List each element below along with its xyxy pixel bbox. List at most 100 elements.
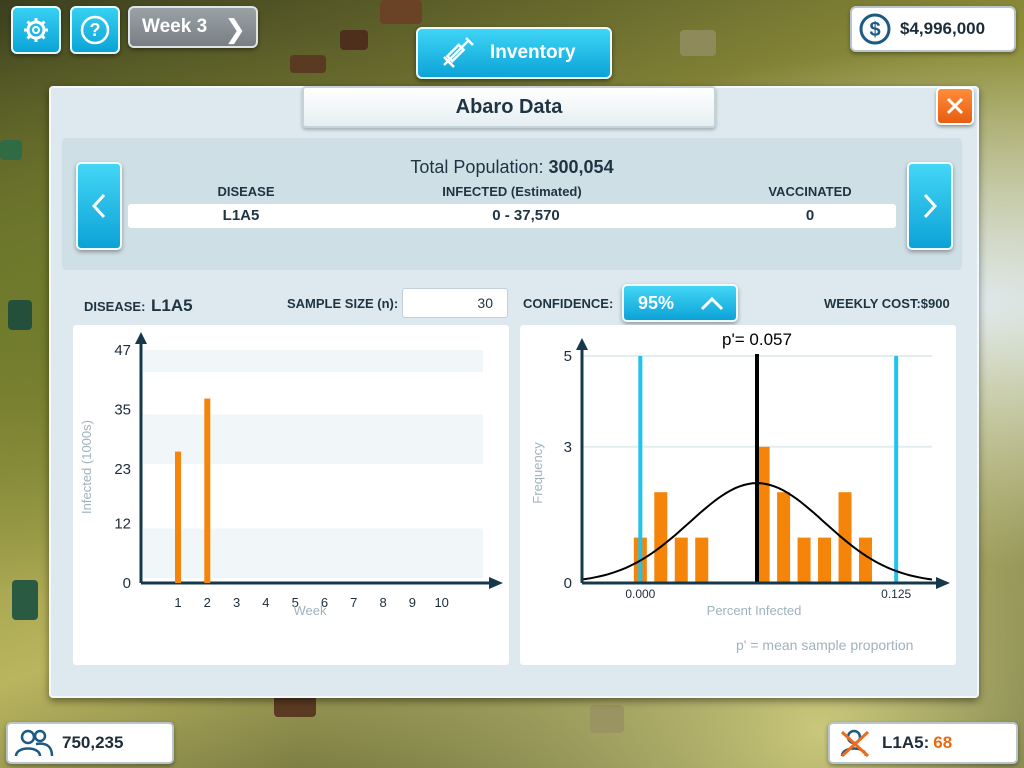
y-tick-label: 0 xyxy=(564,575,572,592)
y-axis-label: Frequency xyxy=(530,442,545,504)
help-button[interactable]: ? xyxy=(70,6,120,54)
x-tick-label: 1 xyxy=(174,595,181,610)
x-tick-label: 8 xyxy=(379,595,386,610)
x-tick-label: 2 xyxy=(204,595,211,610)
disease-count-display: L1A5: 68 xyxy=(828,722,1018,764)
footnote: p' = mean sample proportion xyxy=(736,637,914,653)
total-population-value: 300,054 xyxy=(548,157,614,177)
tree xyxy=(12,580,38,620)
sample-distribution-chart: p'= 0.057 0 3 5 0.000 0.125 Percent Infected Fr… xyxy=(520,325,956,665)
histogram-bar xyxy=(797,537,811,583)
total-population: Total Population: 300,054 xyxy=(62,157,962,178)
confidence-dropdown[interactable]: 95% xyxy=(622,284,738,322)
svg-text:?: ? xyxy=(90,20,101,40)
syringe-icon xyxy=(443,37,474,68)
population-display: 750,235 xyxy=(6,722,174,764)
y-axis-arrow xyxy=(135,332,147,344)
y-tick-label: 5 xyxy=(564,348,572,365)
histogram-bar xyxy=(858,537,872,583)
sample-size-value: 30 xyxy=(477,295,493,311)
sample-distribution-chart-svg: p'= 0.057 0 3 5 0.000 0.125 Percent Infected Fr… xyxy=(530,330,950,618)
settings-button[interactable] xyxy=(11,6,61,54)
confidence-label: CONFIDENCE: xyxy=(523,296,614,311)
x-tick-label: 7 xyxy=(350,595,357,610)
x-tick-label: 5 xyxy=(292,595,299,610)
people-icon xyxy=(14,729,54,757)
money-value: $4,996,000 xyxy=(900,19,986,38)
histogram-bar xyxy=(777,492,791,583)
house xyxy=(380,0,422,24)
previous-region-button[interactable] xyxy=(76,162,122,250)
y-tick-label: 35 xyxy=(114,401,131,418)
bar xyxy=(204,398,211,583)
y-axis-arrow xyxy=(576,338,588,350)
histogram-bar xyxy=(818,537,832,583)
money-display: $ $4,996,000 xyxy=(850,6,1016,52)
x-tick-label: 0.125 xyxy=(881,587,911,601)
tree xyxy=(8,300,32,330)
confidence-value: 95% xyxy=(638,293,675,313)
inventory-button[interactable]: Inventory xyxy=(416,27,612,79)
disease-label: DISEASE: L1A5 xyxy=(84,296,193,316)
y-tick-label: 23 xyxy=(114,461,131,478)
chevron-up-icon xyxy=(700,296,724,311)
x-axis-arrow xyxy=(489,577,503,589)
column-header-vaccinated: VACCINATED xyxy=(768,184,852,199)
tree xyxy=(0,140,22,160)
x-axis-label: Percent Infected xyxy=(707,603,802,618)
chart-title: p'= 0.057 xyxy=(722,330,792,349)
disease-value: L1A5 xyxy=(151,296,193,315)
y-axis-label: Infected (1000s) xyxy=(79,420,94,514)
x-axis-arrow xyxy=(936,577,950,589)
question-icon: ? xyxy=(80,15,110,45)
gear-icon xyxy=(24,18,48,42)
dialog-title: Abaro Data xyxy=(302,86,716,128)
column-header-infected: INFECTED (Estimated) xyxy=(442,184,582,199)
x-tick-label: 9 xyxy=(409,595,416,610)
week-label: Week 3 xyxy=(142,16,208,37)
next-region-button[interactable] xyxy=(907,162,953,250)
y-tick-label: 12 xyxy=(114,516,131,533)
house xyxy=(274,695,316,717)
column-header-disease: DISEASE xyxy=(217,184,275,199)
chevron-right-icon: ❯ xyxy=(224,14,246,44)
disease-count-label: L1A5: xyxy=(882,733,930,752)
dollar-coin-icon: $ xyxy=(859,13,891,45)
histogram-bar xyxy=(695,537,709,583)
row-disease: L1A5 xyxy=(222,207,260,224)
x-tick-label: 0.000 xyxy=(625,587,655,601)
x-tick-label: 3 xyxy=(233,595,240,610)
histogram-bar xyxy=(838,492,852,583)
rock xyxy=(590,705,624,733)
x-tick-label: 10 xyxy=(434,595,448,610)
x-tick-label: 4 xyxy=(262,595,269,610)
disease-label-text: DISEASE: xyxy=(84,299,146,314)
histogram-bar xyxy=(674,537,688,583)
histogram-bar xyxy=(654,492,668,583)
sample-size-input[interactable]: 30 xyxy=(402,288,508,318)
y-tick-label: 0 xyxy=(123,575,131,592)
x-axis-label: Week xyxy=(294,603,327,618)
grid-band xyxy=(143,414,483,464)
chevron-right-icon xyxy=(923,193,938,219)
y-tick-label: 3 xyxy=(564,439,572,456)
sample-size-label: SAMPLE SIZE (n): xyxy=(287,296,399,311)
chevron-left-icon xyxy=(91,193,106,219)
close-icon xyxy=(946,97,964,115)
bar xyxy=(175,451,181,583)
weekly-cost: WEEKLY COST:$900 xyxy=(824,296,950,311)
close-button[interactable] xyxy=(936,87,974,125)
svg-text:$: $ xyxy=(869,19,880,41)
disease-count-value: 68 xyxy=(933,733,953,752)
total-population-label: Total Population: xyxy=(410,157,544,177)
row-infected: 0 - 37,570 xyxy=(492,207,560,224)
grid-band xyxy=(143,528,483,578)
x-tick-label: 6 xyxy=(321,595,328,610)
summary-row xyxy=(128,204,896,228)
inventory-label: Inventory xyxy=(490,42,576,63)
house xyxy=(290,55,326,73)
row-vaccinated: 0 xyxy=(805,207,815,224)
week-button[interactable]: Week 3 ❯ xyxy=(128,6,258,48)
